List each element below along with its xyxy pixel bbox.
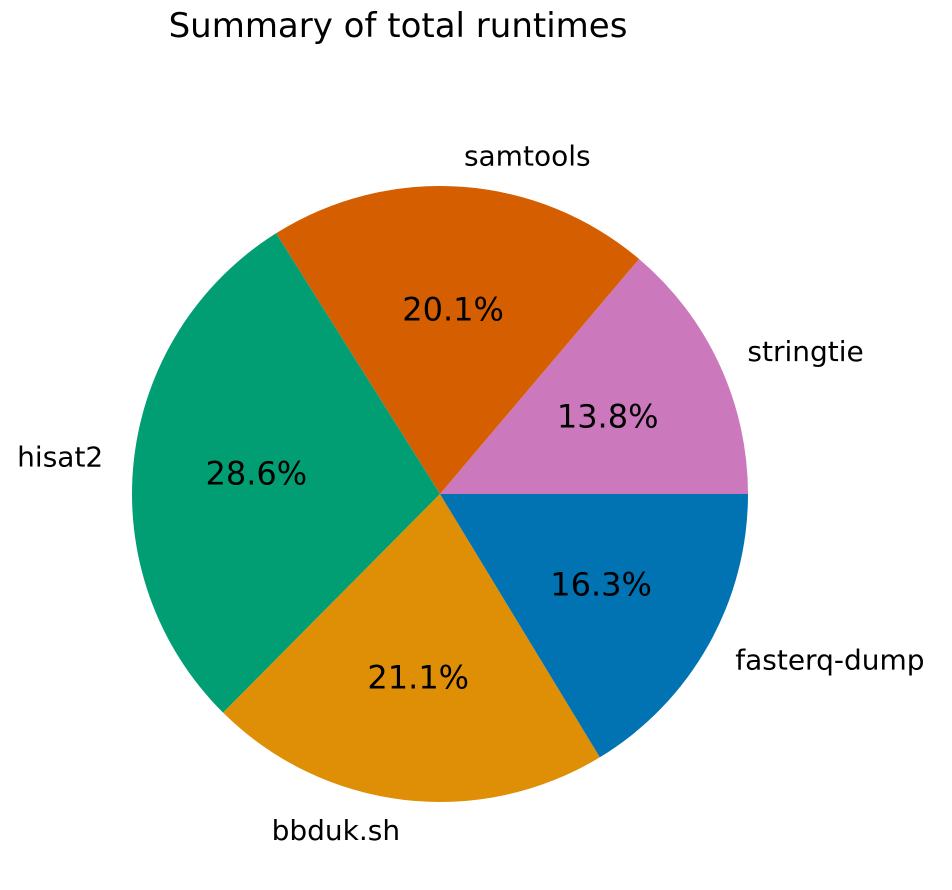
percent-label: 16.3% — [550, 566, 652, 604]
pie-slice-samtools — [276, 186, 640, 495]
percent-label: 21.1% — [367, 659, 469, 697]
percent-label: 28.6% — [205, 455, 307, 493]
pie-slice-hisat2 — [131, 233, 440, 713]
category-label: stringtie — [747, 335, 863, 368]
percent-label: 13.8% — [557, 397, 659, 435]
pie-slices — [131, 186, 748, 802]
percent-labels: 13.8% 20.1% 28.6% 21.1% 16.3% — [205, 291, 658, 697]
category-label: fasterq-dump — [735, 644, 924, 677]
category-label: samtools — [464, 140, 591, 173]
category-label: bbduk.sh — [272, 814, 401, 847]
percent-label: 20.1% — [402, 291, 504, 329]
category-labels: stringtie samtools hisat2 bbduk.sh fasterq-d… — [17, 140, 924, 847]
chart-title: Summary of total runtimes — [169, 6, 628, 46]
pie-slice-bbduk-sh — [223, 494, 600, 802]
pie-slice-stringtie — [440, 258, 748, 494]
category-label: hisat2 — [17, 440, 103, 473]
pie-slice-fasterq-dump — [440, 494, 748, 758]
